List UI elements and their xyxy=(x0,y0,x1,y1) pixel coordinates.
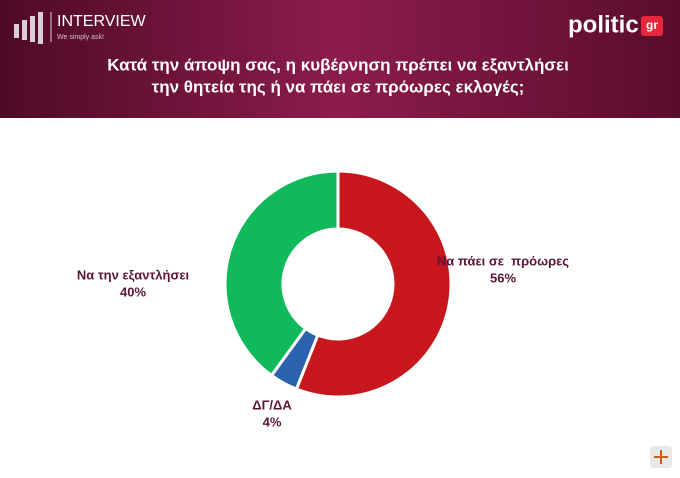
brand: INTERVIEW xyxy=(57,13,147,30)
chart-title: Κατά την άποψη σας, η κυβέρνηση πρέπει ν… xyxy=(107,55,569,74)
header-band xyxy=(0,0,680,118)
logo: politic xyxy=(568,11,639,38)
logo-badge xyxy=(641,16,663,36)
brand-icon xyxy=(14,12,43,44)
segment-label: Να πάει σε πρόωρες xyxy=(437,253,569,268)
segment-value-label: 4% xyxy=(263,414,282,429)
segment-label: ΔΓ/ΔΑ xyxy=(252,397,292,412)
chart-title: την θητεία της ή να πάει σε πρόωρες εκλο… xyxy=(152,77,525,96)
segment-label: Να την εξαντλήσει xyxy=(77,267,190,282)
donut-segment xyxy=(294,169,453,399)
corner-icon xyxy=(650,446,672,468)
segment-value-label: 56% xyxy=(490,270,516,285)
segment-value-label: 40% xyxy=(120,284,146,299)
tagline: We simply ask! xyxy=(57,34,104,41)
logo-suffix: gr xyxy=(646,18,658,32)
donut-segment xyxy=(223,169,340,378)
